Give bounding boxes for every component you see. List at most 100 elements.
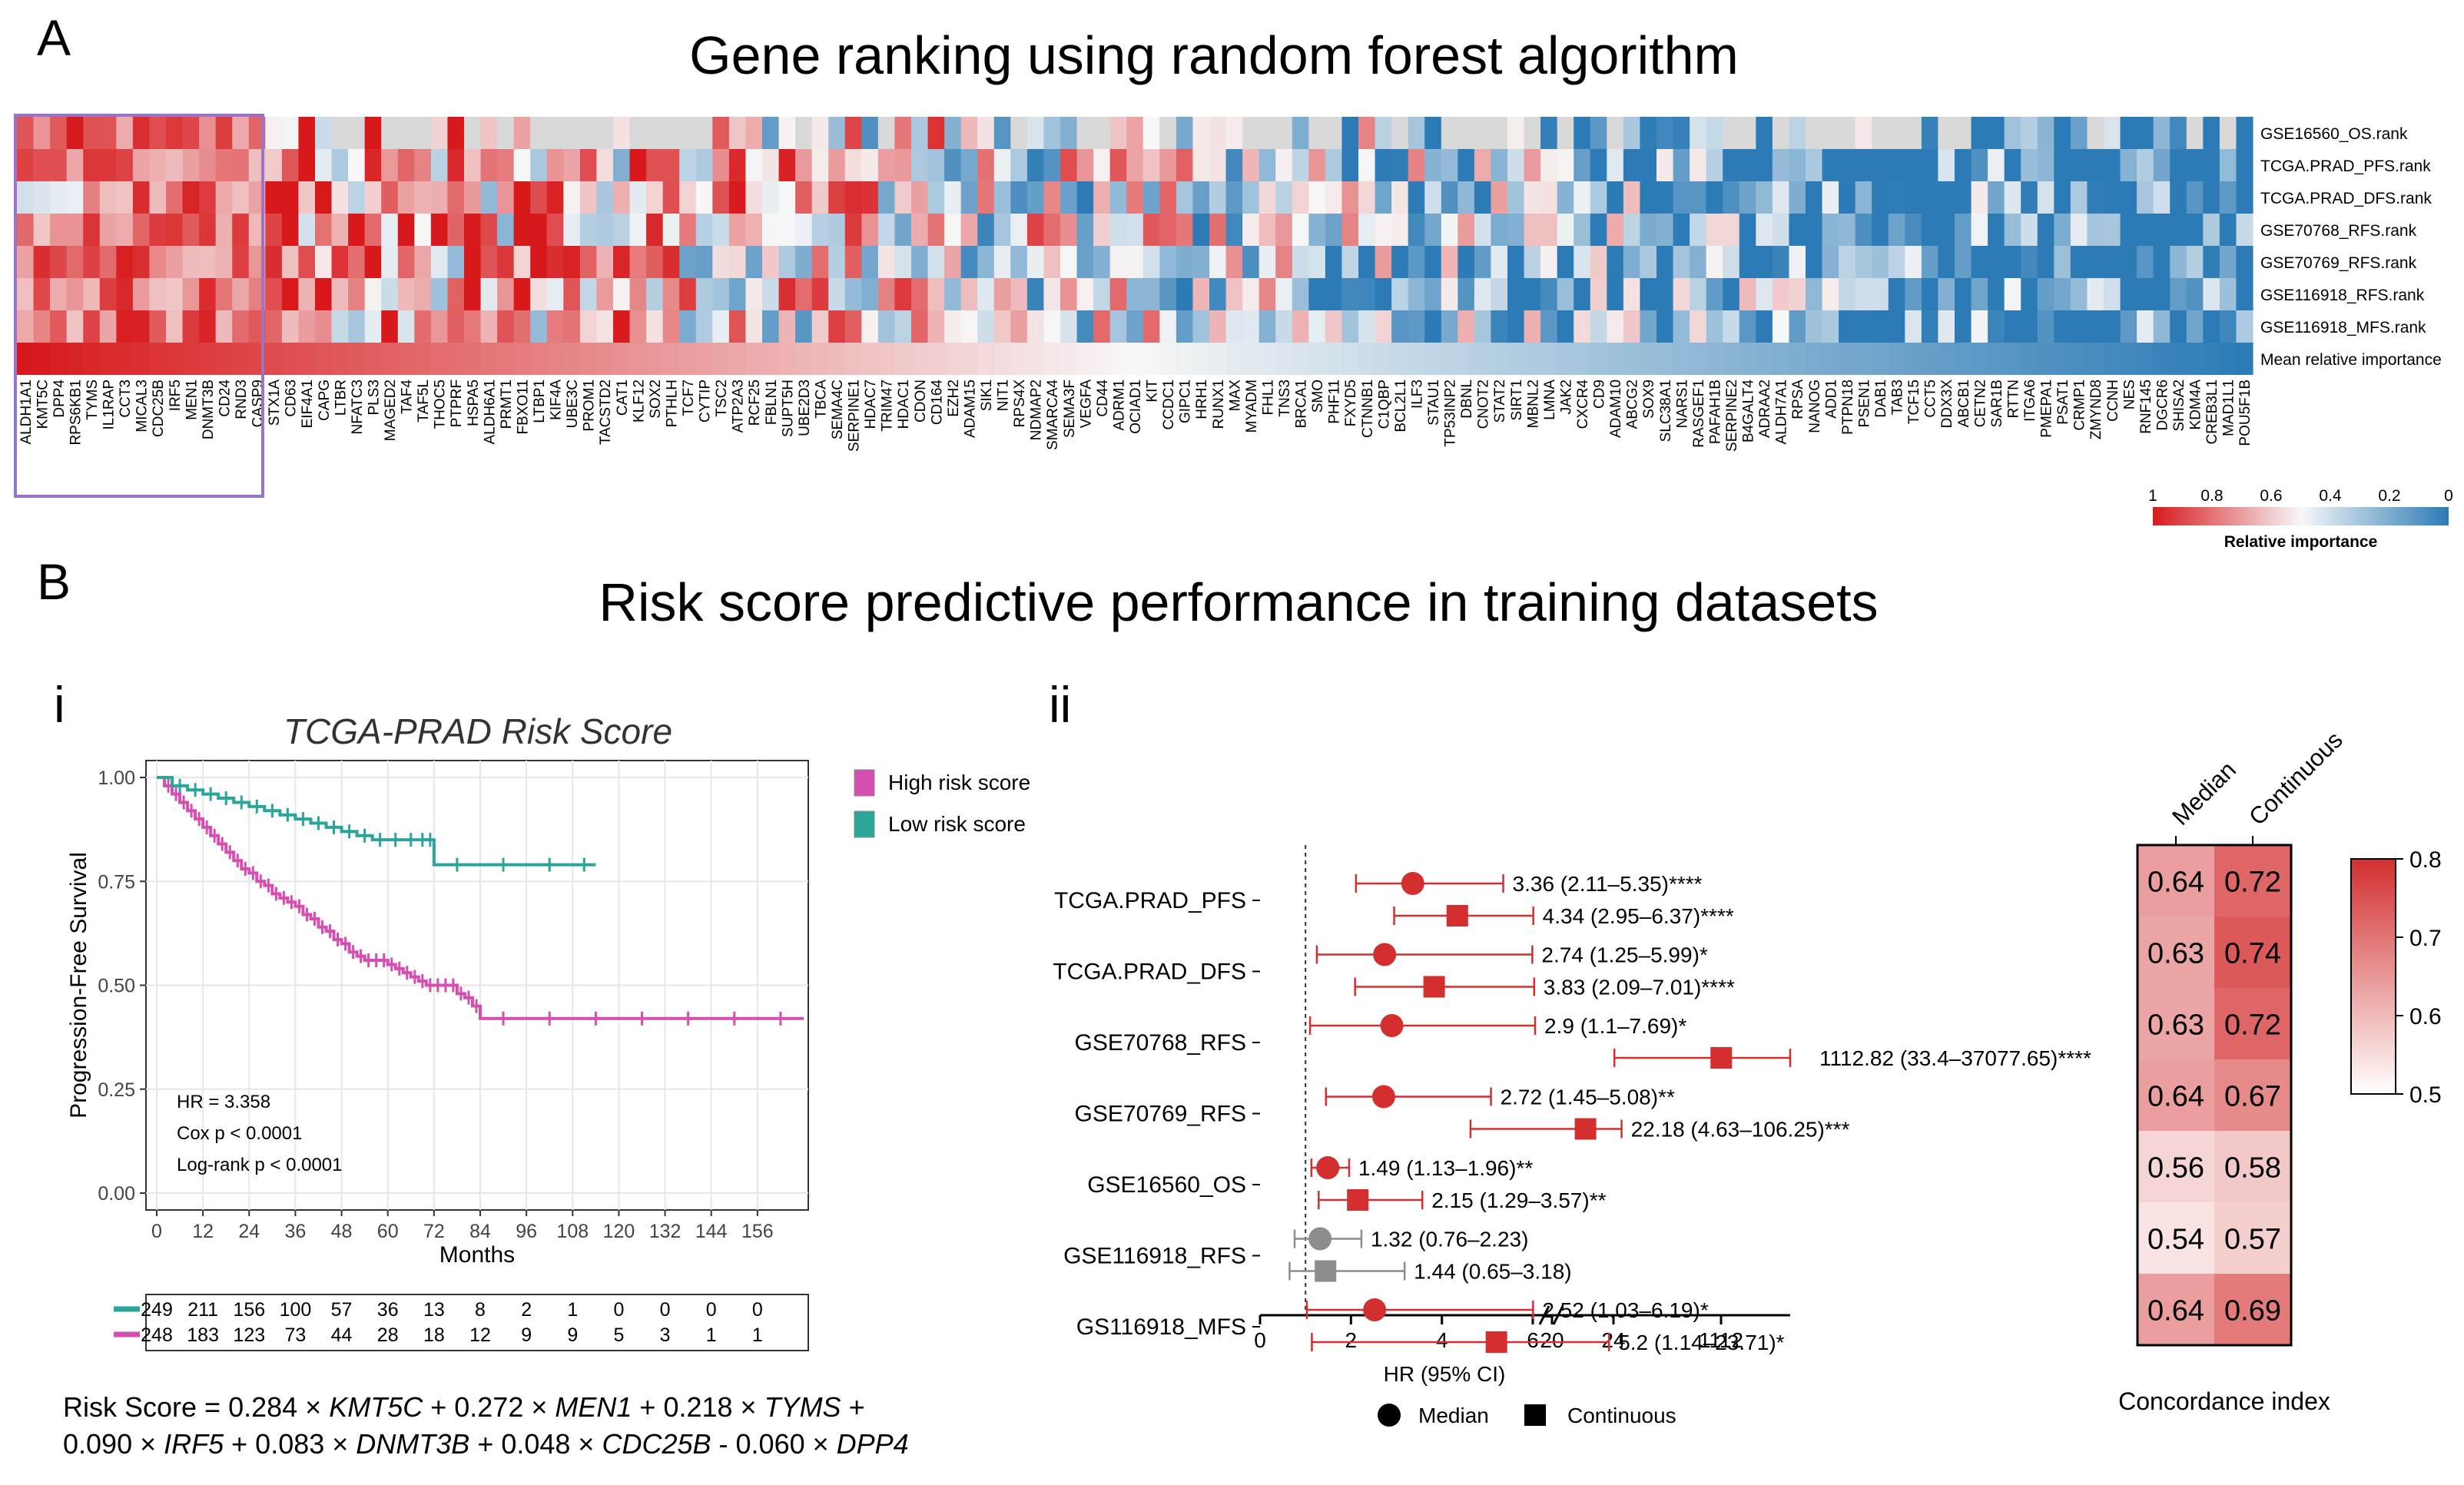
heatmap-cell [2186, 246, 2204, 278]
heatmap-cell [1259, 310, 1276, 343]
heatmap-cell [17, 246, 35, 278]
heatmap-cell [2153, 117, 2171, 149]
heatmap-cell [2236, 278, 2253, 310]
heatmap-cell [2219, 278, 2237, 310]
heatmap-cell [1938, 278, 1955, 310]
panel-letter-a: A [37, 9, 71, 66]
heatmap-cell [1358, 214, 1376, 246]
heatmap-cell [1673, 246, 1690, 278]
heatmap-cell [149, 149, 167, 181]
gene-label: ADRAA2 [1757, 380, 1773, 438]
heatmap-cell [1176, 149, 1194, 181]
heatmap-cell [1938, 214, 1955, 246]
concordance-index-heatmap: 0.64 0.72 0.63 0.74 0.63 0.72 0.64 0.67 0.56 0.58… [2136, 726, 2442, 1347]
forest-hr-label: 2.72 (1.45–5.08)** [1501, 1086, 1675, 1109]
gene-label: CCT3 [118, 380, 134, 418]
heatmap-cell [1806, 117, 1823, 149]
gene-label: SHISA2 [2171, 380, 2187, 432]
heatmap-cell [1010, 214, 1028, 246]
heatmap-cell [2004, 149, 2021, 181]
heatmap-cell [298, 278, 316, 310]
heatmap-cell [331, 149, 349, 181]
heatmap-cell [1159, 214, 1177, 246]
heatmap-cell [745, 278, 763, 310]
heatmap-cell [166, 214, 184, 246]
heatmap-cell [1557, 343, 1574, 375]
heatmap-cell [447, 278, 465, 310]
gene-label: STAT2 [1492, 380, 1508, 423]
heatmap-cell [1706, 310, 1723, 343]
heatmap-cell [1408, 278, 1425, 310]
heatmap-cell [579, 246, 598, 278]
heatmap-cell [613, 343, 631, 375]
heatmap-cell [265, 181, 283, 214]
heatmap-cell [1491, 117, 1508, 149]
heatmap-cell [679, 343, 697, 375]
heatmap-cell [2070, 181, 2088, 214]
gene-label: CDC25B [151, 380, 167, 437]
heatmap-cell [1938, 343, 1955, 375]
heatmap-cell [1242, 343, 1260, 375]
forest-xtick-label: 20 [1540, 1328, 1564, 1352]
heatmap-cell [1839, 310, 1856, 343]
heatmap-cell [745, 246, 763, 278]
formula-operator: - [711, 1428, 736, 1460]
gene-label: RCF25 [747, 380, 763, 426]
heatmap-cell [1955, 117, 1972, 149]
heatmap-cell [17, 278, 35, 310]
risk-table-frame [145, 1294, 809, 1351]
heatmap-cell [1905, 278, 1922, 310]
heatmap-cell [1557, 278, 1574, 310]
heatmap-cell [745, 117, 763, 149]
heatmap-cell [1341, 149, 1359, 181]
heatmap-cell [712, 181, 730, 214]
cindex-cell [2214, 845, 2291, 917]
heatmap-cell [1375, 246, 1392, 278]
gene-label: NDMAP2 [1029, 380, 1045, 440]
heatmap-cell [2186, 278, 2204, 310]
heatmap-cell [281, 343, 300, 375]
heatmap-cell [149, 310, 167, 343]
heatmap-cell [1076, 246, 1094, 278]
heatmap-cell [844, 149, 862, 181]
gene-label: NANOG [1807, 380, 1823, 433]
risk-table-value: 248 [141, 1324, 173, 1346]
risk-table-value: 73 [285, 1324, 307, 1346]
heatmap-cell [1507, 181, 1525, 214]
gene-label: KDM4A [2188, 380, 2204, 430]
heatmap-cell [66, 214, 84, 246]
heatmap-cell [281, 149, 300, 181]
heatmap-cell [1524, 181, 1541, 214]
heatmap-cell [1905, 343, 1922, 375]
heatmap-cell [762, 278, 780, 310]
risk-table-value: 249 [141, 1299, 173, 1321]
heatmap-cell [2153, 181, 2171, 214]
gene-label: PTHLH [664, 380, 680, 427]
heatmap-cell [1921, 278, 1939, 310]
forest-point-median [1371, 1085, 1395, 1109]
heatmap-cell [877, 214, 896, 246]
heatmap-cell [447, 117, 465, 149]
heatmap-cell [430, 246, 449, 278]
heatmap-cell [745, 181, 763, 214]
heatmap-cell [1242, 246, 1260, 278]
km-xtick-label: 0 [151, 1221, 162, 1242]
forest-point-continuous [1315, 1260, 1337, 1282]
heatmap-cell [2087, 117, 2104, 149]
heatmap-cell [2153, 246, 2171, 278]
heatmap-cell [712, 278, 730, 310]
heatmap-cell [927, 214, 945, 246]
gene-label: CREB3L1 [2204, 380, 2220, 445]
km-legend: High risk score Low risk score [854, 769, 1030, 838]
gene-label: TAF4 [400, 380, 416, 414]
forest-xlabel: HR (95% CI) [1384, 1362, 1506, 1386]
risk-score-formula: Risk Score = 0.284 × KMT5C + 0.272 × MEN… [63, 1389, 985, 1463]
legend-tick: 0.6 [2260, 487, 2282, 505]
heatmap-cell [1673, 278, 1690, 310]
formula-operator: + [224, 1428, 256, 1460]
heatmap-cell [1557, 310, 1574, 343]
heatmap-cell [17, 117, 35, 149]
heatmap-cell [646, 246, 664, 278]
heatmap-cell [1640, 149, 1657, 181]
